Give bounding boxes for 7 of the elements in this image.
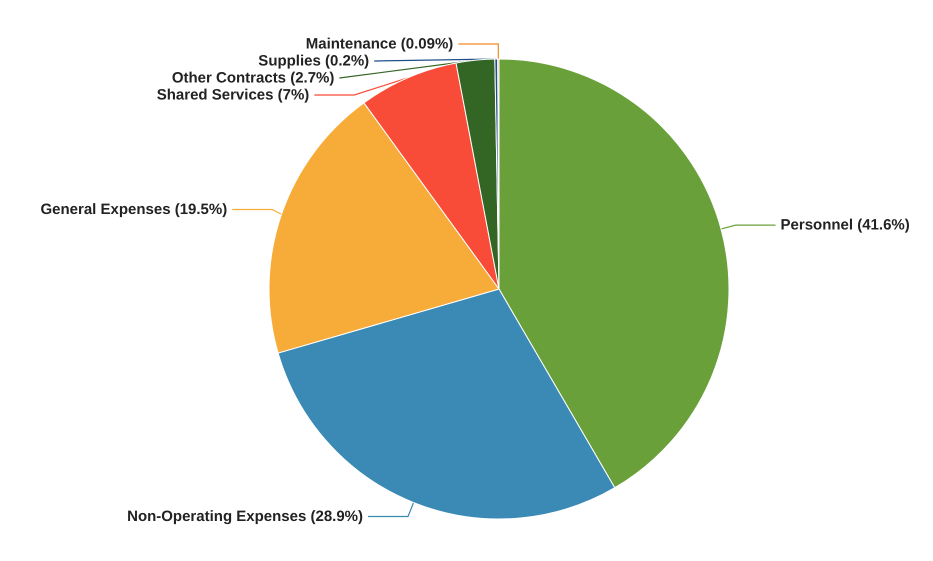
slice-label: Supplies (0.2%) <box>258 52 370 70</box>
slice-label: Personnel (41.6%) <box>780 216 910 234</box>
slice-label: Non-Operating Expenses (28.9%) <box>127 508 364 525</box>
slice-label: General Expenses (19.5%) <box>40 201 228 218</box>
slice-label: Maintenance (0.09%) <box>306 36 454 52</box>
slice-label: Other Contracts (2.7%) <box>172 70 334 86</box>
slice-label: Shared Services (7%) <box>156 86 310 104</box>
